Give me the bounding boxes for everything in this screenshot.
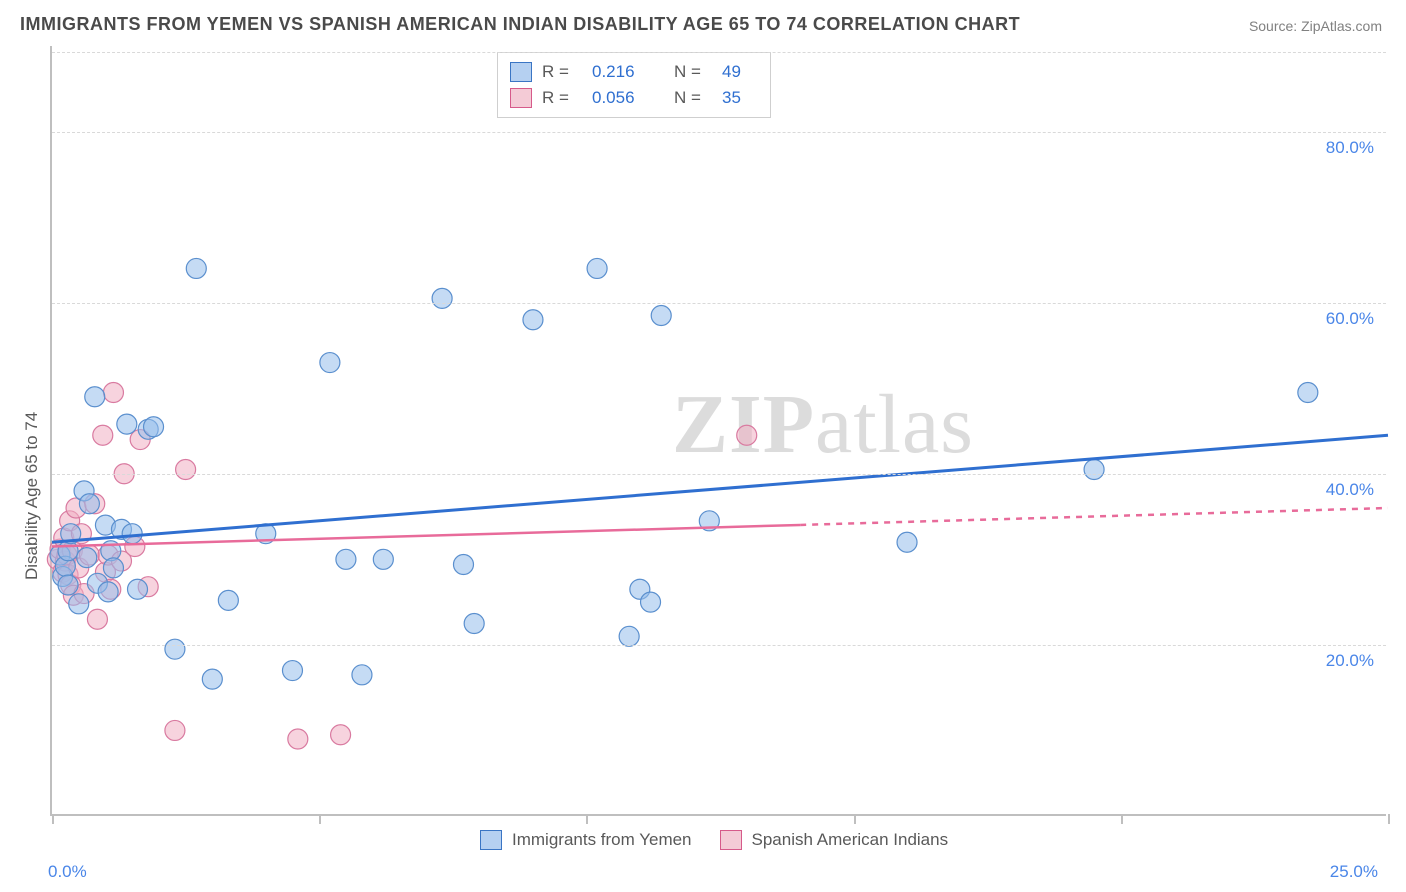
data-point-blue (85, 387, 105, 407)
x-tick (1388, 814, 1390, 824)
n-label: N = (674, 88, 712, 108)
swatch-blue (510, 62, 532, 82)
data-point-blue (128, 579, 148, 599)
data-point-blue (897, 532, 917, 552)
legend-row-blue: R = 0.216 N = 49 (510, 59, 758, 85)
trend-line-pink (52, 525, 800, 547)
data-point-blue (144, 417, 164, 437)
data-point-pink (288, 729, 308, 749)
r-label: R = (542, 62, 582, 82)
x-tick (854, 814, 856, 824)
data-point-blue (69, 594, 89, 614)
x-tick-label: 25.0% (1330, 862, 1378, 882)
legend-series: Immigrants from Yemen Spanish American I… (480, 830, 948, 850)
gridline-h (52, 52, 1386, 53)
data-point-blue (432, 288, 452, 308)
trend-line-pink-dashed (800, 508, 1388, 525)
data-point-blue (320, 353, 340, 373)
data-point-blue (641, 592, 661, 612)
y-tick-label: 20.0% (1326, 651, 1374, 671)
data-point-blue (464, 614, 484, 634)
gridline-h (52, 645, 1386, 646)
data-point-blue (117, 414, 137, 434)
legend-item-pink: Spanish American Indians (720, 830, 949, 850)
chart-svg (52, 46, 1386, 814)
data-point-blue (282, 661, 302, 681)
r-value-blue: 0.216 (592, 62, 664, 82)
data-point-pink (737, 425, 757, 445)
data-point-pink (93, 425, 113, 445)
source-label: Source: ZipAtlas.com (1249, 18, 1382, 34)
data-point-blue (79, 494, 99, 514)
data-point-blue (218, 590, 238, 610)
legend-correlation: R = 0.216 N = 49 R = 0.056 N = 35 (497, 52, 771, 118)
x-tick (52, 814, 54, 824)
n-value-pink: 35 (722, 88, 758, 108)
data-point-pink (176, 460, 196, 480)
data-point-blue (1084, 460, 1104, 480)
gridline-h (52, 474, 1386, 475)
y-tick-label: 40.0% (1326, 480, 1374, 500)
chart-title: IMMIGRANTS FROM YEMEN VS SPANISH AMERICA… (20, 14, 1020, 35)
x-tick (586, 814, 588, 824)
x-tick-label: 0.0% (48, 862, 87, 882)
data-point-pink (331, 725, 351, 745)
swatch-pink (720, 830, 742, 850)
data-point-blue (651, 306, 671, 326)
swatch-pink (510, 88, 532, 108)
data-point-blue (373, 549, 393, 569)
data-point-blue (202, 669, 222, 689)
y-axis-title: Disability Age 65 to 74 (22, 412, 42, 580)
data-point-blue (165, 639, 185, 659)
data-point-blue (122, 524, 142, 544)
r-label: R = (542, 88, 582, 108)
data-point-pink (165, 720, 185, 740)
data-point-blue (587, 258, 607, 278)
data-point-blue (453, 554, 473, 574)
data-point-blue (98, 582, 118, 602)
data-point-pink (103, 383, 123, 403)
data-point-blue (58, 575, 78, 595)
legend-row-pink: R = 0.056 N = 35 (510, 85, 758, 111)
data-point-blue (1298, 383, 1318, 403)
y-tick-label: 60.0% (1326, 309, 1374, 329)
legend-label-blue: Immigrants from Yemen (512, 830, 692, 850)
data-point-pink (87, 609, 107, 629)
plot-area: ZIPatlas R = 0.216 N = 49 R = 0.056 N = … (50, 46, 1386, 816)
y-tick-label: 80.0% (1326, 138, 1374, 158)
data-point-blue (619, 626, 639, 646)
legend-item-blue: Immigrants from Yemen (480, 830, 692, 850)
data-point-blue (336, 549, 356, 569)
n-label: N = (674, 62, 712, 82)
swatch-blue (480, 830, 502, 850)
x-tick (1121, 814, 1123, 824)
data-point-blue (77, 548, 97, 568)
x-tick (319, 814, 321, 824)
r-value-pink: 0.056 (592, 88, 664, 108)
data-point-blue (523, 310, 543, 330)
gridline-h (52, 303, 1386, 304)
data-point-blue (186, 258, 206, 278)
legend-label-pink: Spanish American Indians (752, 830, 949, 850)
n-value-blue: 49 (722, 62, 758, 82)
data-point-blue (352, 665, 372, 685)
data-point-blue (103, 558, 123, 578)
gridline-h (52, 132, 1386, 133)
